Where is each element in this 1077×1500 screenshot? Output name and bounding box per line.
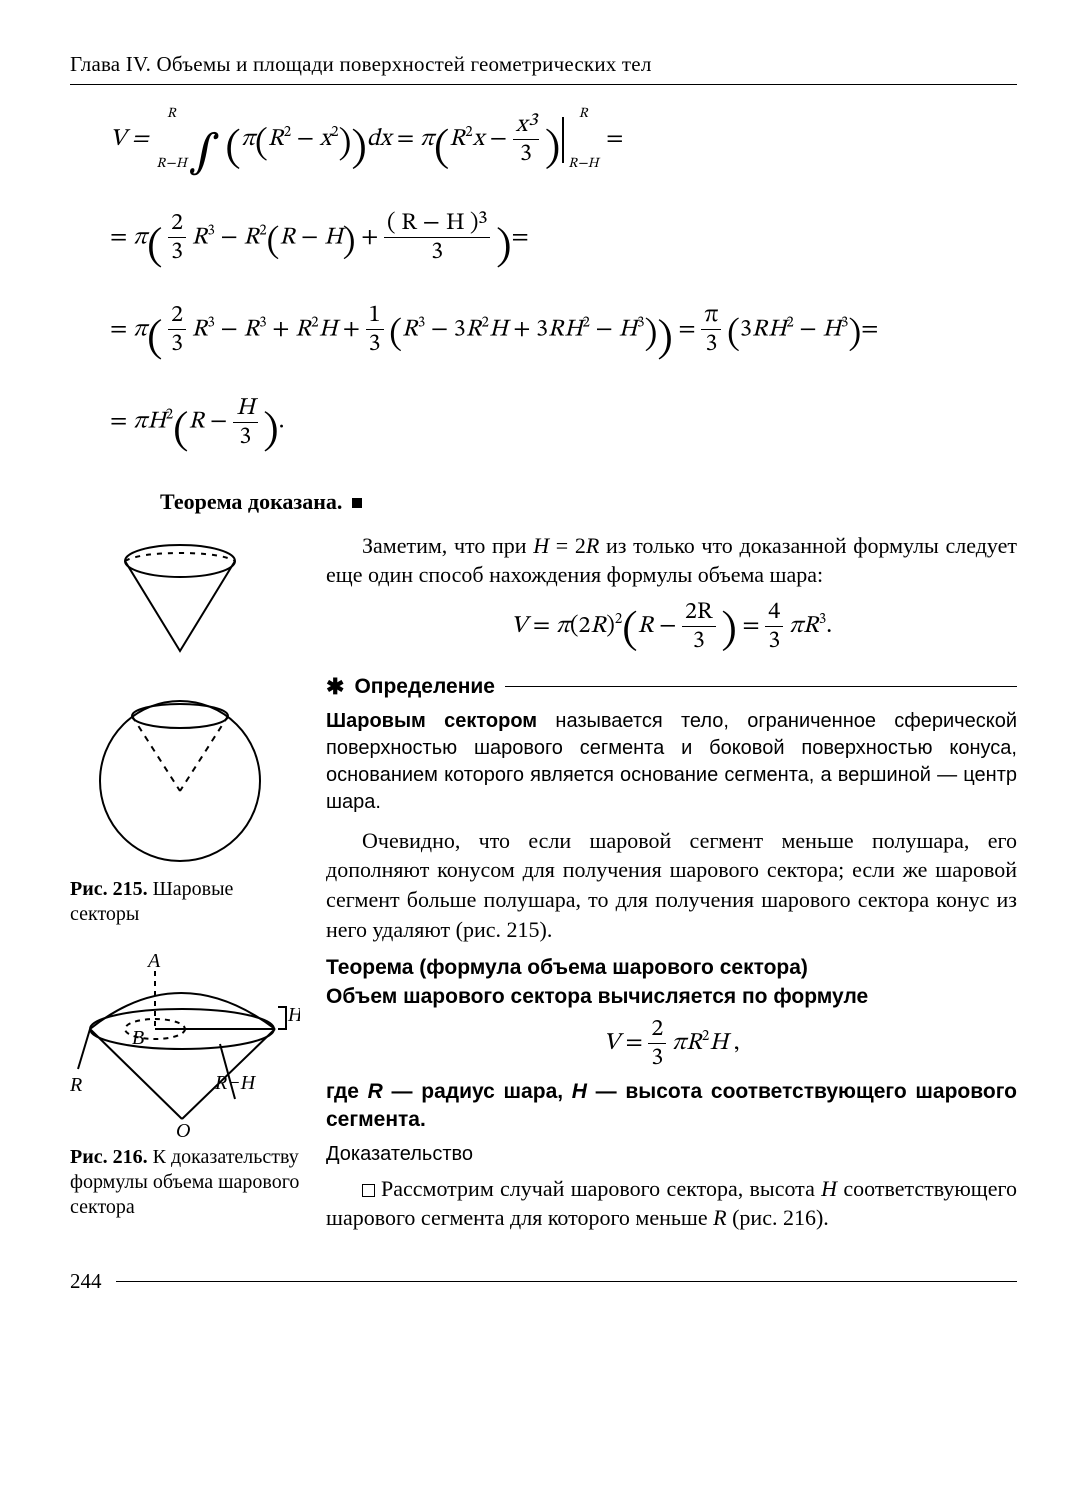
sector-volume-equation: V = 23 πR2H , — [326, 1017, 1017, 1070]
main-text-column: Заметим, что при H = 2R из только что до… — [326, 531, 1017, 1244]
label-R: R — [70, 1074, 82, 1096]
running-header: Глава IV. Объемы и площади поверхностей … — [70, 50, 1017, 78]
label-A: A — [146, 950, 161, 972]
eq-line-1: V = RR−H∫ (π(R2 − x2))dx = π(R2x − x³3 )… — [110, 107, 1017, 199]
derivation-block: V = RR−H∫ (π(R2 − x2))dx = π(R2x − x³3 )… — [110, 107, 1017, 477]
proof-start-icon — [362, 1184, 375, 1197]
sphere-volume-equation: V = π(2R)2(R − 2R3 ) = 43 πR3. — [326, 600, 1017, 662]
remark-paragraph: Заметим, что при H = 2R из только что до… — [326, 531, 1017, 590]
explanation-paragraph: Очевидно, что если шаровой сегмент меньш… — [326, 826, 1017, 945]
figure-215-caption: Рис. 215. Шаровые секторы — [70, 877, 300, 927]
label-O: O — [176, 1120, 190, 1139]
eq-line-3: = π( 23 R3 − R3 + R2H + 13 (R3 − 3R2H + … — [110, 298, 1017, 384]
figure-216-svg: A B H R R−H O — [70, 949, 300, 1139]
eq-line-2: = π( 23 R3 − R2(R − H) + ( R − H )³3 )= — [110, 206, 1017, 292]
eq-line-4: = πH2(R − H3 ). — [110, 390, 1017, 476]
integral-sign: ∫ — [189, 108, 220, 199]
label-H: H — [287, 1004, 300, 1026]
figure-215-svg — [70, 531, 290, 871]
theorem-proved: Теорема доказана. — [160, 487, 1017, 517]
figure-216-caption: Рис. 216. К доказательству формулы объем… — [70, 1145, 300, 1220]
asterisk-icon: ✱ — [326, 672, 344, 702]
page-footer: 244 — [70, 1267, 1017, 1295]
definition-rule — [505, 686, 1017, 687]
footer-rule — [116, 1281, 1018, 1282]
qed-box-icon — [352, 498, 362, 508]
proof-paragraph: Рассмотрим случай шарового сектора, высо… — [326, 1174, 1017, 1233]
proof-label: Доказательство — [326, 1141, 1017, 1168]
definition-text: Шаровым сектором называется тело, ограни… — [326, 708, 1017, 816]
theorem-statement: Теорема (формула объема шарового сектора… — [326, 954, 1017, 1011]
page-number: 244 — [70, 1267, 102, 1295]
definition-heading: ✱ Определение — [326, 672, 1017, 702]
header-rule — [70, 84, 1017, 85]
label-R-minus-H: R−H — [214, 1072, 257, 1094]
theorem-where: где R — радиус шара, H — высота соответс… — [326, 1078, 1017, 1135]
label-B: B — [132, 1027, 144, 1049]
figure-column: Рис. 215. Шаровые секторы — [70, 531, 300, 1220]
